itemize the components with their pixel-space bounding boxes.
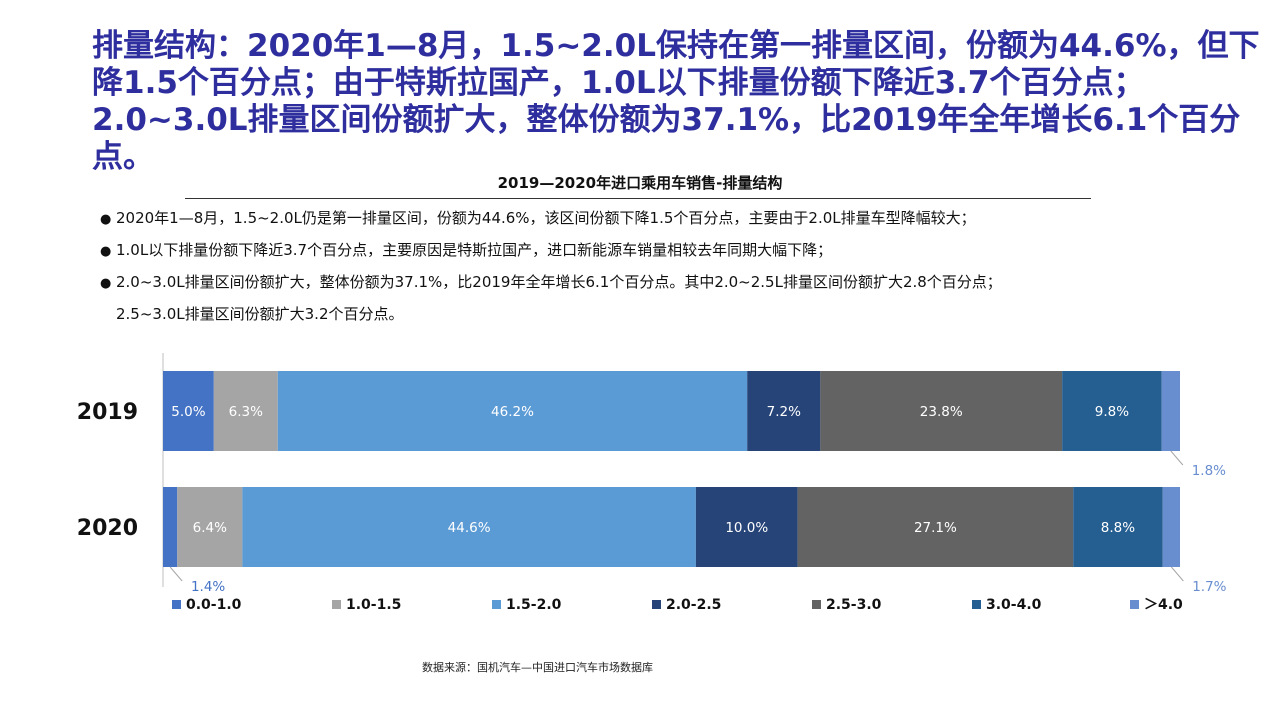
bullet-list: ● 2020年1—8月，1.5~2.0L仍是第一排量区间，份额为44.6%，该区间… xyxy=(100,203,1260,329)
bullet-text: 2.0~3.0L排量区间份额扩大，整体份额为37.1%，比2019年全年增长6.… xyxy=(116,273,1002,291)
bar-segment xyxy=(242,487,696,567)
data-label: 5.0% xyxy=(171,404,205,420)
bar-segment xyxy=(163,371,214,451)
legend-label: 1.5-2.0 xyxy=(506,597,562,613)
category-label: 2019 xyxy=(77,400,138,425)
legend-swatch xyxy=(332,600,341,609)
legend-label: 2.5-3.0 xyxy=(826,597,882,613)
data-label-leader xyxy=(1170,450,1184,466)
data-label: 27.1% xyxy=(914,520,957,536)
bullet-text: 2020年1—8月，1.5~2.0L仍是第一排量区间，份额为44.6%，该区间份… xyxy=(116,209,976,227)
bar-segment xyxy=(163,487,178,567)
legend-label: 2.0-2.5 xyxy=(666,597,721,613)
legend-swatch xyxy=(972,600,981,609)
bar-segment xyxy=(747,371,821,451)
data-label: 6.3% xyxy=(229,404,263,420)
bullet-item: ● 1.0L以下排量份额下降近3.7个百分点，主要原因是特斯拉国产，进口新能源车销… xyxy=(100,241,833,259)
bullet-text: 1.0L以下排量份额下降近3.7个百分点，主要原因是特斯拉国产，进口新能源车销量… xyxy=(116,241,833,259)
data-label: 23.8% xyxy=(920,404,963,420)
data-label: 1.7% xyxy=(1192,579,1226,595)
bar-segment xyxy=(797,487,1074,567)
bar-segment xyxy=(213,371,278,451)
legend-label: 1.0-1.5 xyxy=(346,597,401,613)
legend-swatch xyxy=(492,600,501,609)
data-label: 7.2% xyxy=(767,404,801,420)
bar-segment xyxy=(1062,371,1162,451)
data-label: 8.8% xyxy=(1101,520,1135,536)
data-label: 44.6% xyxy=(448,520,491,536)
bar-segment xyxy=(277,371,748,451)
data-label: 46.2% xyxy=(491,404,534,420)
data-label: 10.0% xyxy=(725,520,768,536)
bar-segment xyxy=(820,371,1063,451)
bar-segment xyxy=(695,487,798,567)
category-label: 2020 xyxy=(77,516,138,541)
legend-swatch xyxy=(652,600,661,609)
data-label-leader xyxy=(1170,566,1184,582)
legend-label: ＞4.0 xyxy=(1144,597,1183,613)
bullet-continuation: 2.5~3.0L排量区间份额扩大3.2个百分点。 xyxy=(116,305,404,323)
legend-swatch xyxy=(172,600,181,609)
source-note: 数据来源：国机汽车—中国进口汽车市场数据库 xyxy=(422,661,653,674)
legend-label: 3.0-4.0 xyxy=(986,597,1042,613)
data-label: 1.4% xyxy=(191,579,225,595)
headline: 排量结构：2020年1—8月，1.5~2.0L保持在第一排量区间，份额为44.6… xyxy=(92,28,1260,175)
data-label-leader xyxy=(169,566,183,582)
legend-swatch xyxy=(1130,600,1139,609)
chart-title: 2019—2020年进口乘用车销售-排量结构 xyxy=(497,174,783,192)
bar-segment xyxy=(1161,371,1180,451)
legend-label: 0.0-1.0 xyxy=(186,597,242,613)
bar-segment xyxy=(1073,487,1163,567)
bar-segment xyxy=(177,487,243,567)
legend-swatch xyxy=(812,600,821,609)
bullet-item: ● 2.0~3.0L排量区间份额扩大，整体份额为37.1%，比2019年全年增长6… xyxy=(100,273,1002,291)
title-divider xyxy=(185,198,1091,199)
bullet-item: ● 2020年1—8月，1.5~2.0L仍是第一排量区间，份额为44.6%，该区间… xyxy=(100,209,976,227)
data-label: 6.4% xyxy=(193,520,227,536)
data-label: 1.8% xyxy=(1192,463,1226,479)
data-label: 9.8% xyxy=(1095,404,1129,420)
bar-segment xyxy=(1162,487,1180,567)
